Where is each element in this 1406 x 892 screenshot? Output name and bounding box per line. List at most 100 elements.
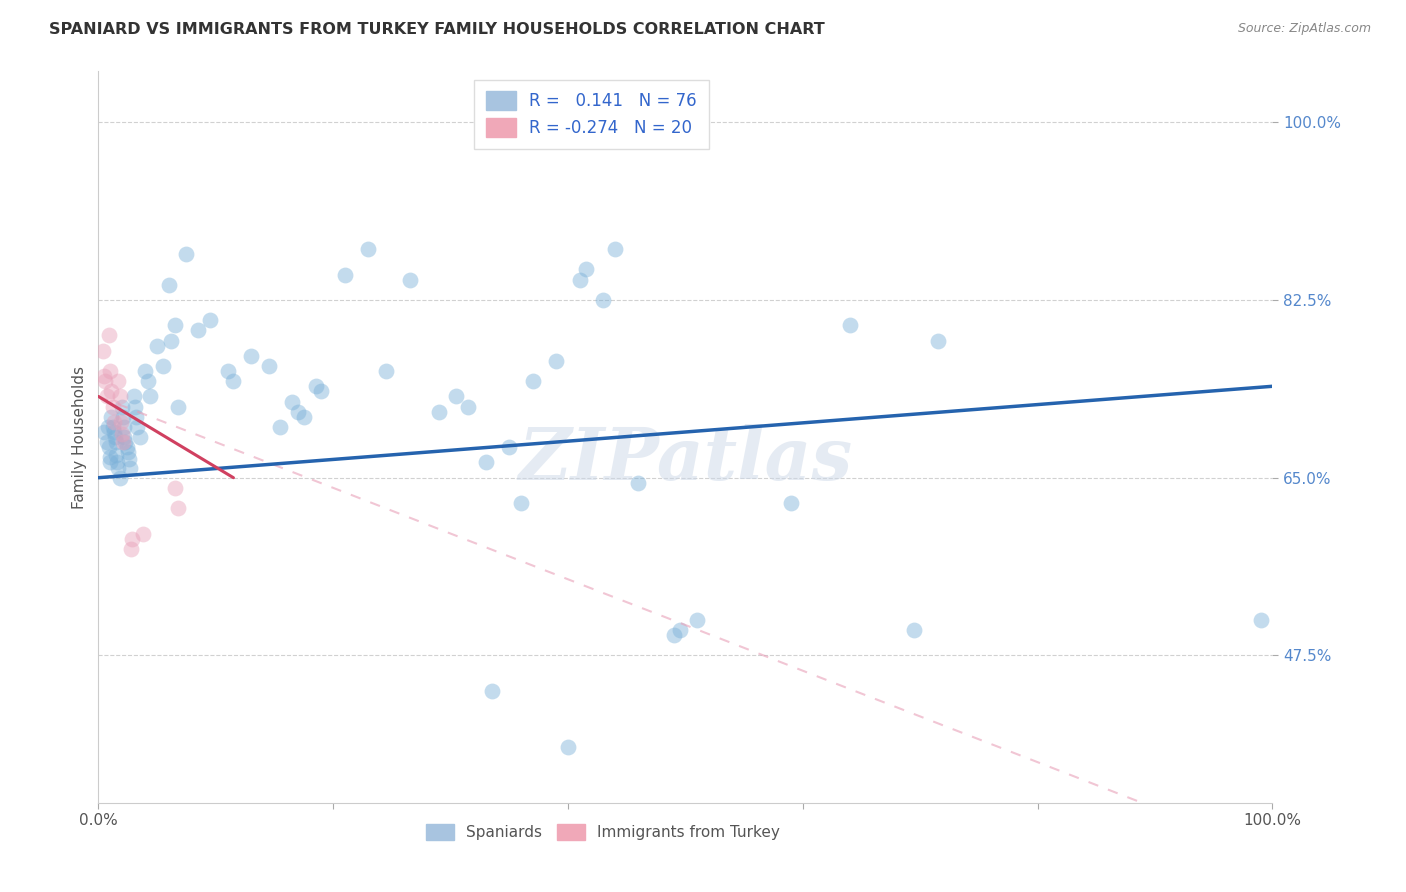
Point	[122, 389, 145, 403]
Legend: Spaniards, Immigrants from Turkey: Spaniards, Immigrants from Turkey	[420, 817, 786, 847]
Point	[139, 389, 162, 403]
Point	[111, 427, 134, 442]
Point	[167, 400, 190, 414]
Point	[112, 435, 135, 450]
Point	[120, 460, 142, 475]
Point	[114, 435, 136, 450]
Point	[780, 496, 803, 510]
Point	[375, 364, 398, 378]
Point	[160, 334, 183, 348]
Text: SPANIARD VS IMMIGRANTS FROM TURKEY FAMILY HOUSEHOLDS CORRELATION CHART: SPANIARD VS IMMIGRANTS FROM TURKEY FAMIL…	[49, 22, 825, 37]
Point	[592, 293, 614, 307]
Point	[163, 481, 186, 495]
Point	[101, 420, 124, 434]
Point	[222, 374, 245, 388]
Point	[98, 450, 121, 465]
Point	[111, 400, 134, 414]
Point	[167, 501, 190, 516]
Point	[120, 541, 142, 556]
Point	[269, 420, 291, 434]
Point	[105, 448, 128, 462]
Point	[97, 420, 120, 434]
Point	[112, 420, 135, 434]
Point	[575, 262, 598, 277]
Point	[838, 318, 860, 333]
Point	[281, 394, 304, 409]
Point	[903, 623, 925, 637]
Point	[603, 242, 626, 256]
Point	[176, 247, 198, 261]
Point	[128, 430, 150, 444]
Point	[96, 435, 118, 450]
Point	[103, 425, 125, 439]
Point	[240, 349, 263, 363]
Point	[105, 455, 128, 469]
Point	[357, 242, 380, 256]
Point	[522, 374, 544, 388]
Point	[132, 526, 155, 541]
Point	[546, 354, 568, 368]
Point	[134, 364, 156, 378]
Text: ZIPatlas: ZIPatlas	[519, 424, 852, 494]
Point	[292, 409, 315, 424]
Point	[668, 623, 690, 637]
Point	[118, 452, 141, 467]
Point	[117, 445, 139, 459]
Point	[108, 471, 131, 485]
Point	[686, 613, 709, 627]
Point	[98, 440, 121, 454]
Point	[125, 409, 148, 424]
Point	[398, 272, 420, 286]
Point	[510, 496, 533, 510]
Point	[446, 389, 468, 403]
Point	[107, 374, 129, 388]
Point	[96, 389, 118, 403]
Point	[568, 272, 591, 286]
Point	[311, 384, 333, 399]
Point	[304, 379, 326, 393]
Point	[333, 268, 356, 282]
Point	[93, 369, 115, 384]
Point	[187, 323, 209, 337]
Point	[112, 409, 135, 424]
Point	[662, 628, 685, 642]
Point	[481, 684, 503, 698]
Point	[152, 359, 174, 373]
Point	[103, 415, 125, 429]
Point	[163, 318, 186, 333]
Point	[98, 328, 121, 343]
Point	[100, 409, 122, 424]
Point	[115, 440, 138, 454]
Point	[93, 425, 115, 439]
Point	[475, 455, 498, 469]
Point	[98, 455, 121, 469]
Point	[104, 430, 127, 444]
Point	[287, 405, 309, 419]
Point	[557, 739, 579, 754]
Point	[124, 400, 146, 414]
Point	[457, 400, 479, 414]
Point	[112, 430, 135, 444]
Point	[498, 440, 520, 454]
Point	[91, 343, 114, 358]
Point	[105, 435, 128, 450]
Point	[146, 338, 169, 352]
Point	[627, 475, 650, 490]
Point	[107, 460, 129, 475]
Point	[927, 334, 949, 348]
Y-axis label: Family Households: Family Households	[72, 366, 87, 508]
Point	[101, 400, 124, 414]
Point	[127, 420, 149, 434]
Point	[136, 374, 159, 388]
Point	[108, 389, 131, 403]
Point	[1250, 613, 1272, 627]
Point	[198, 313, 221, 327]
Point	[217, 364, 239, 378]
Point	[98, 364, 121, 378]
Point	[94, 374, 117, 388]
Point	[110, 415, 132, 429]
Point	[257, 359, 280, 373]
Text: Source: ZipAtlas.com: Source: ZipAtlas.com	[1237, 22, 1371, 36]
Point	[157, 277, 180, 292]
Point	[100, 384, 122, 399]
